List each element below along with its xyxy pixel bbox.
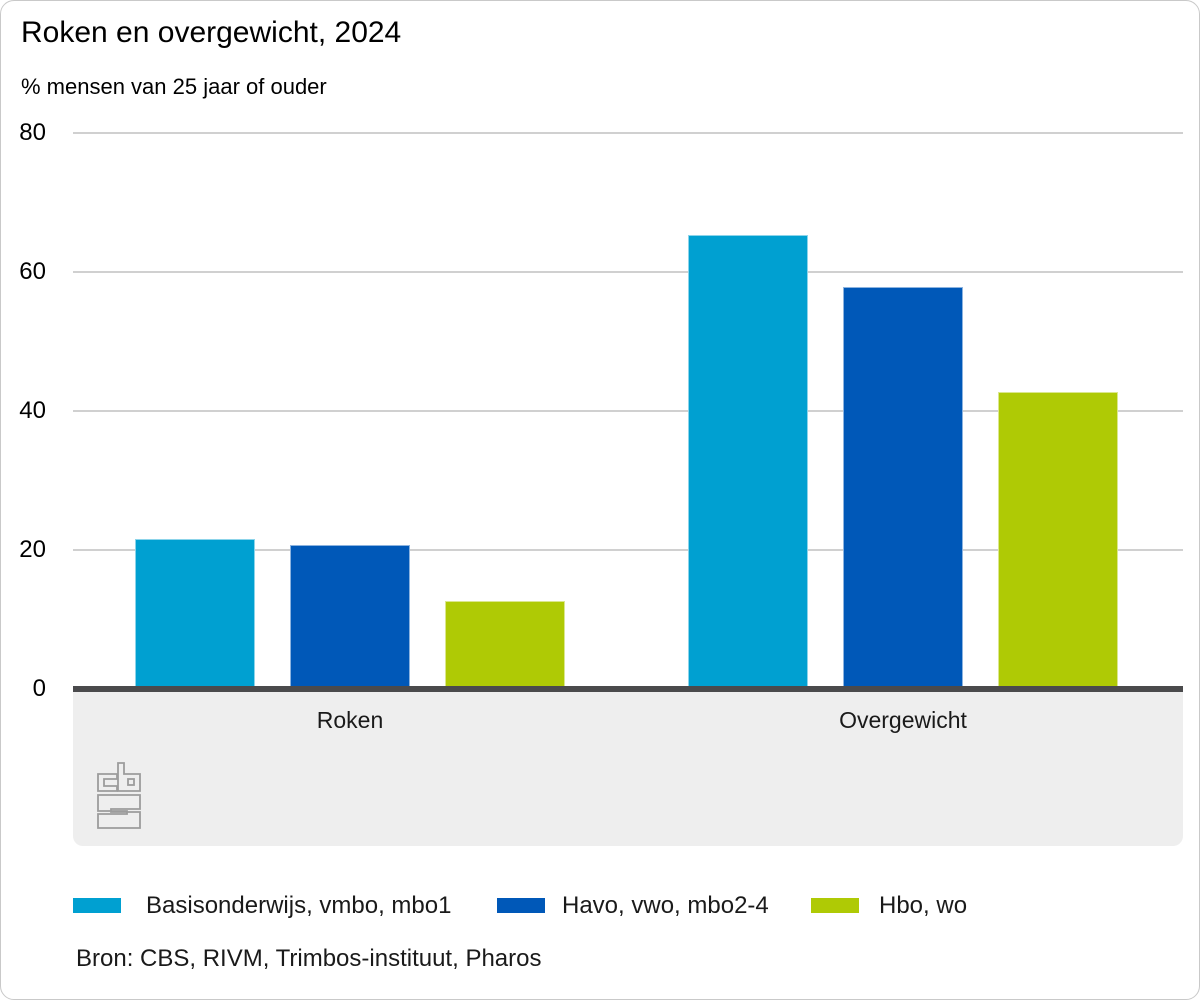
bar-roken-series2[interactable] — [290, 545, 410, 687]
chart-title: Roken en overgewicht, 2024 — [21, 16, 402, 49]
x-axis-line — [73, 686, 1183, 692]
bar-overgewicht-series1[interactable] — [688, 235, 808, 687]
gridline-80 — [73, 132, 1183, 134]
gridline-60 — [73, 271, 1183, 273]
legend-swatch-series3[interactable] — [811, 898, 859, 913]
bar-overgewicht-series2[interactable] — [843, 287, 963, 687]
gridline-40 — [73, 410, 1183, 412]
x-axis-band — [73, 692, 1183, 846]
bar-roken-series3[interactable] — [445, 601, 565, 687]
y-tick-80: 80 — [19, 119, 46, 146]
legend-label-series1[interactable]: Basisonderwijs, vmbo, mbo1 — [146, 892, 452, 919]
y-tick-20: 20 — [19, 536, 46, 563]
legend-swatch-series1[interactable] — [73, 898, 121, 913]
bar-overgewicht-series3[interactable] — [998, 392, 1118, 687]
legend-label-series3[interactable]: Hbo, wo — [879, 892, 968, 919]
legend-label-series2[interactable]: Havo, vwo, mbo2-4 — [562, 892, 769, 919]
y-tick-40: 40 — [19, 397, 46, 424]
chart-unit-label: % mensen van 25 jaar of ouder — [21, 74, 327, 99]
bar-roken-series1[interactable] — [135, 539, 255, 687]
category-label-overgewicht: Overgewicht — [839, 707, 967, 733]
cbs-logo — [97, 762, 141, 834]
source-note: Bron: CBS, RIVM, Trimbos-instituut, Phar… — [76, 945, 542, 972]
y-tick-60: 60 — [19, 258, 46, 285]
gridline-20 — [73, 549, 1183, 551]
y-tick-0: 0 — [32, 675, 46, 702]
legend-swatch-series2[interactable] — [497, 898, 545, 913]
category-label-roken: Roken — [316, 707, 384, 733]
